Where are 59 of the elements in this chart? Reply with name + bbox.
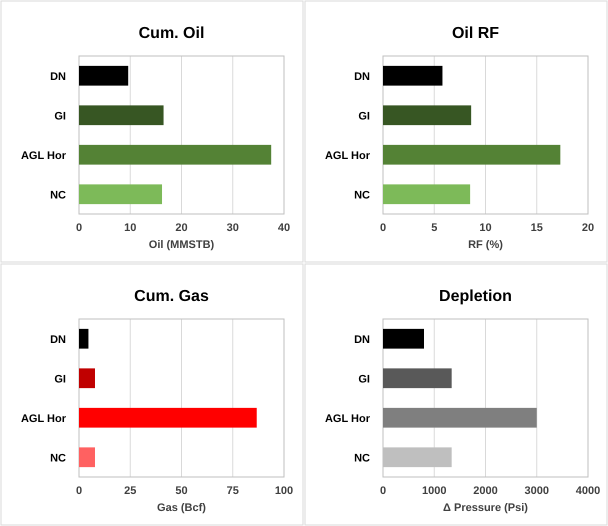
x-tick-label: 0	[76, 222, 82, 234]
y-tick-label: AGL Hor	[20, 150, 67, 162]
x-tick-label: 75	[226, 485, 239, 497]
x-tick-label: 30	[226, 222, 239, 234]
bar	[79, 105, 164, 126]
chart-title: Oil RF	[452, 25, 500, 42]
x-tick-label: 4000	[576, 485, 600, 497]
x-axis-title: RF (%)	[468, 239, 504, 251]
x-tick-label: 0	[76, 485, 82, 497]
x-tick-label: 25	[124, 485, 136, 497]
x-axis-title: Oil (MMSTB)	[148, 239, 215, 251]
bar	[383, 144, 560, 165]
x-tick-label: 0	[380, 222, 386, 234]
x-tick-label: 0	[380, 485, 386, 497]
chart-title: Cum. Oil	[138, 25, 204, 42]
x-tick-label: 10	[124, 222, 136, 234]
y-tick-label: NC	[50, 452, 66, 464]
y-tick-label: GI	[358, 373, 370, 386]
x-axis-title: Δ Pressure (Psi)	[443, 502, 528, 514]
bar	[383, 184, 470, 204]
y-tick-label: DN	[354, 70, 370, 83]
bar	[383, 408, 537, 428]
y-tick-label: GI	[54, 110, 66, 122]
chart-title: Cum. Gas	[134, 288, 209, 305]
y-tick-label: AGL Hor	[20, 412, 67, 425]
bar	[383, 328, 424, 349]
bar	[79, 408, 257, 428]
x-tick-label: 20	[582, 222, 594, 234]
x-axis-title: Gas (Bcf)	[157, 502, 206, 514]
x-tick-label: 100	[274, 485, 294, 497]
y-tick-label: NC	[50, 189, 66, 202]
y-tick-label: NC	[354, 452, 370, 464]
y-tick-label: AGL Hor	[324, 150, 371, 162]
chart-title: Depletion	[439, 288, 512, 305]
y-tick-label: DN	[354, 334, 370, 346]
x-tick-label: 5	[431, 222, 438, 234]
bar	[383, 105, 472, 126]
y-tick-label: GI	[358, 110, 370, 122]
x-tick-label: 10	[479, 222, 492, 234]
bar	[383, 368, 452, 388]
bar	[383, 66, 442, 86]
x-tick-label: 2000	[473, 485, 498, 497]
x-tick-label: 15	[530, 222, 543, 234]
y-tick-label: DN	[50, 334, 66, 346]
x-tick-label: 3000	[524, 485, 549, 497]
x-tick-label: 50	[175, 485, 188, 497]
x-tick-label: 20	[175, 222, 188, 234]
y-tick-label: NC	[354, 189, 370, 202]
x-tick-label: 1000	[422, 485, 446, 497]
x-tick-label: 40	[278, 222, 290, 234]
bar	[79, 66, 128, 86]
y-tick-label: AGL Hor	[324, 412, 371, 425]
bar	[79, 184, 162, 204]
bar	[79, 144, 272, 165]
bar	[79, 328, 88, 349]
bar	[79, 447, 95, 468]
y-tick-label: GI	[54, 373, 66, 386]
y-tick-label: DN	[50, 70, 66, 83]
bar	[79, 368, 95, 388]
